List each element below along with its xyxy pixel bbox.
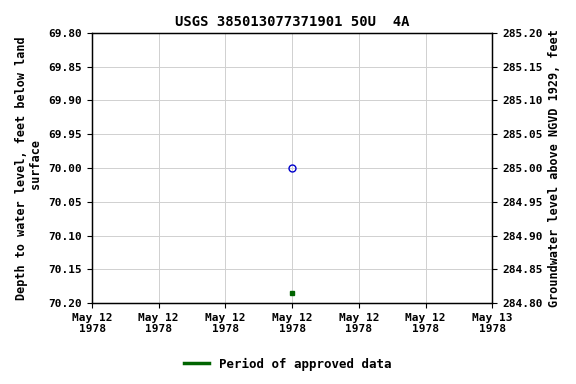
Y-axis label: Groundwater level above NGVD 1929, feet: Groundwater level above NGVD 1929, feet [548,29,561,307]
Title: USGS 385013077371901 50U  4A: USGS 385013077371901 50U 4A [175,15,410,29]
Legend: Period of approved data: Period of approved data [179,353,397,376]
Y-axis label: Depth to water level, feet below land
 surface: Depth to water level, feet below land su… [15,36,43,300]
